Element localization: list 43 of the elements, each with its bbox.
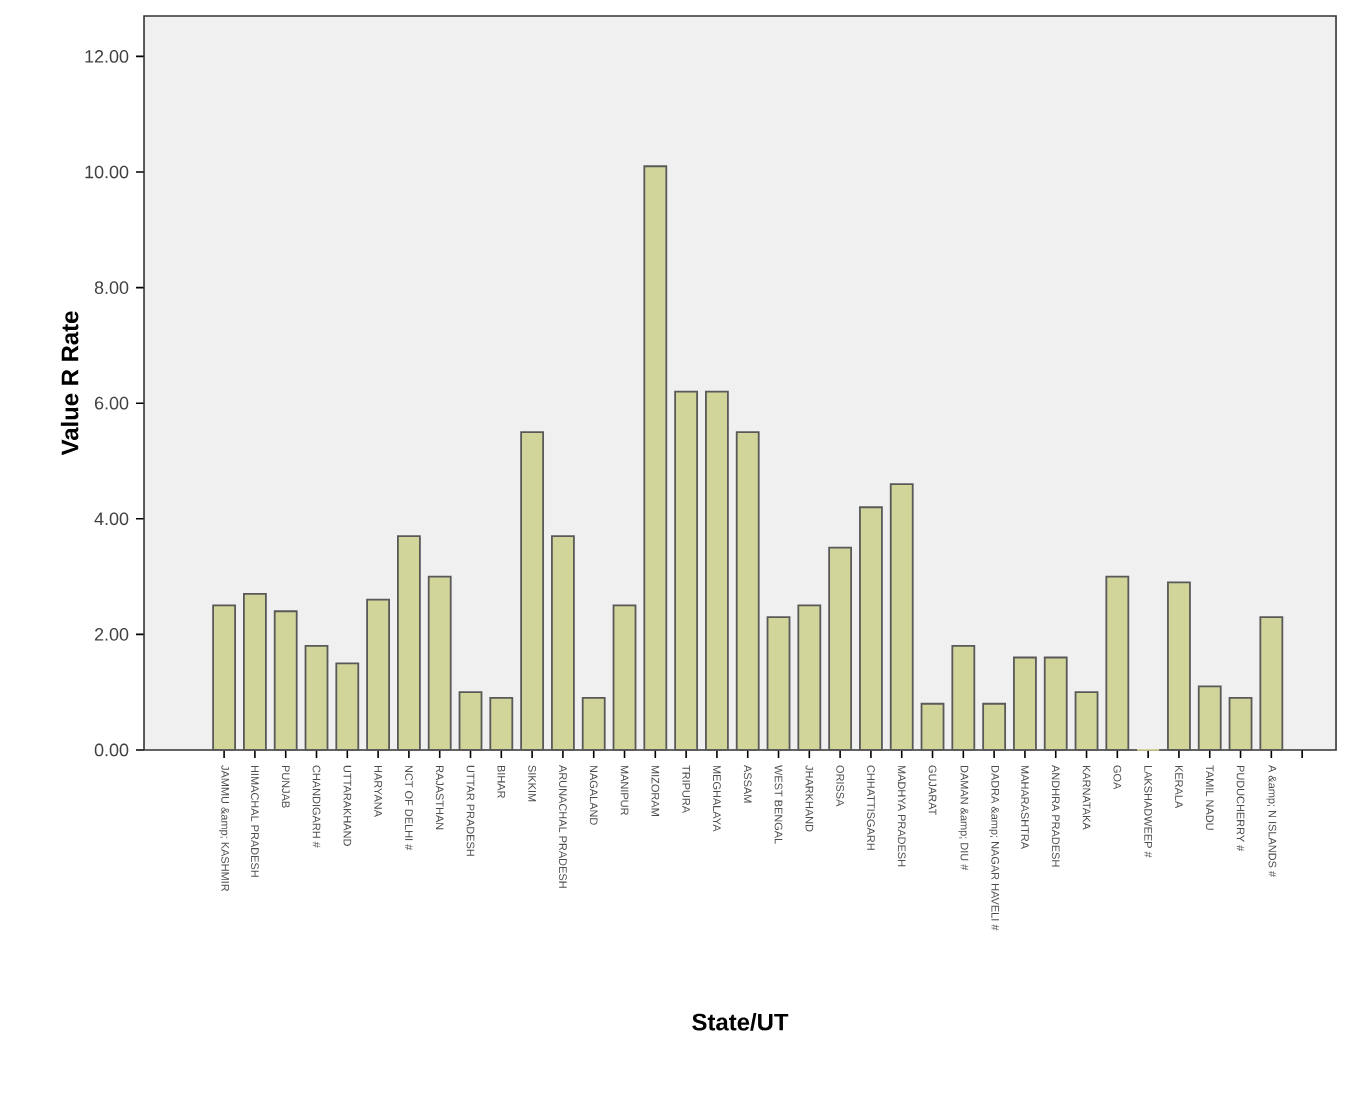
bar <box>797 604 822 751</box>
bar <box>920 702 945 751</box>
y-tick-label: 8.00 <box>94 281 129 294</box>
bar <box>427 575 452 751</box>
y-tick-label: 12.00 <box>85 50 129 63</box>
bar <box>335 662 360 751</box>
bar <box>828 546 853 751</box>
bar <box>397 535 421 751</box>
bar <box>458 691 483 751</box>
bar <box>889 483 914 751</box>
y-tick-label: 10.00 <box>85 165 129 179</box>
bar <box>766 616 791 751</box>
bar <box>1167 581 1191 751</box>
bar <box>1197 685 1222 751</box>
bar <box>674 390 699 751</box>
bar <box>1074 691 1099 751</box>
y-tick-label: 0.00 <box>94 743 129 757</box>
bar <box>1228 697 1253 751</box>
bar <box>520 431 545 751</box>
y-tick-label: 6.00 <box>94 396 129 410</box>
bar <box>1105 575 1130 751</box>
bar <box>705 390 729 751</box>
bar <box>859 506 883 751</box>
y-tick-label: 4.00 <box>94 512 129 526</box>
bar <box>1013 656 1037 751</box>
bar <box>243 593 267 751</box>
bar <box>1259 616 1284 751</box>
bar <box>951 645 976 751</box>
bar <box>273 610 298 751</box>
bar <box>612 604 637 751</box>
bar <box>1043 656 1068 751</box>
bar <box>212 604 236 751</box>
bar <box>551 535 575 751</box>
y-tick-label: 2.00 <box>94 628 129 641</box>
bar <box>304 645 329 751</box>
bar <box>489 697 514 751</box>
bar <box>366 598 391 751</box>
bar <box>581 697 606 751</box>
bar <box>643 165 668 751</box>
y-axis-title: Value R Rate <box>60 311 79 456</box>
bar <box>982 702 1007 751</box>
x-axis-title: State/UT <box>692 1013 789 1031</box>
bar <box>735 431 760 751</box>
